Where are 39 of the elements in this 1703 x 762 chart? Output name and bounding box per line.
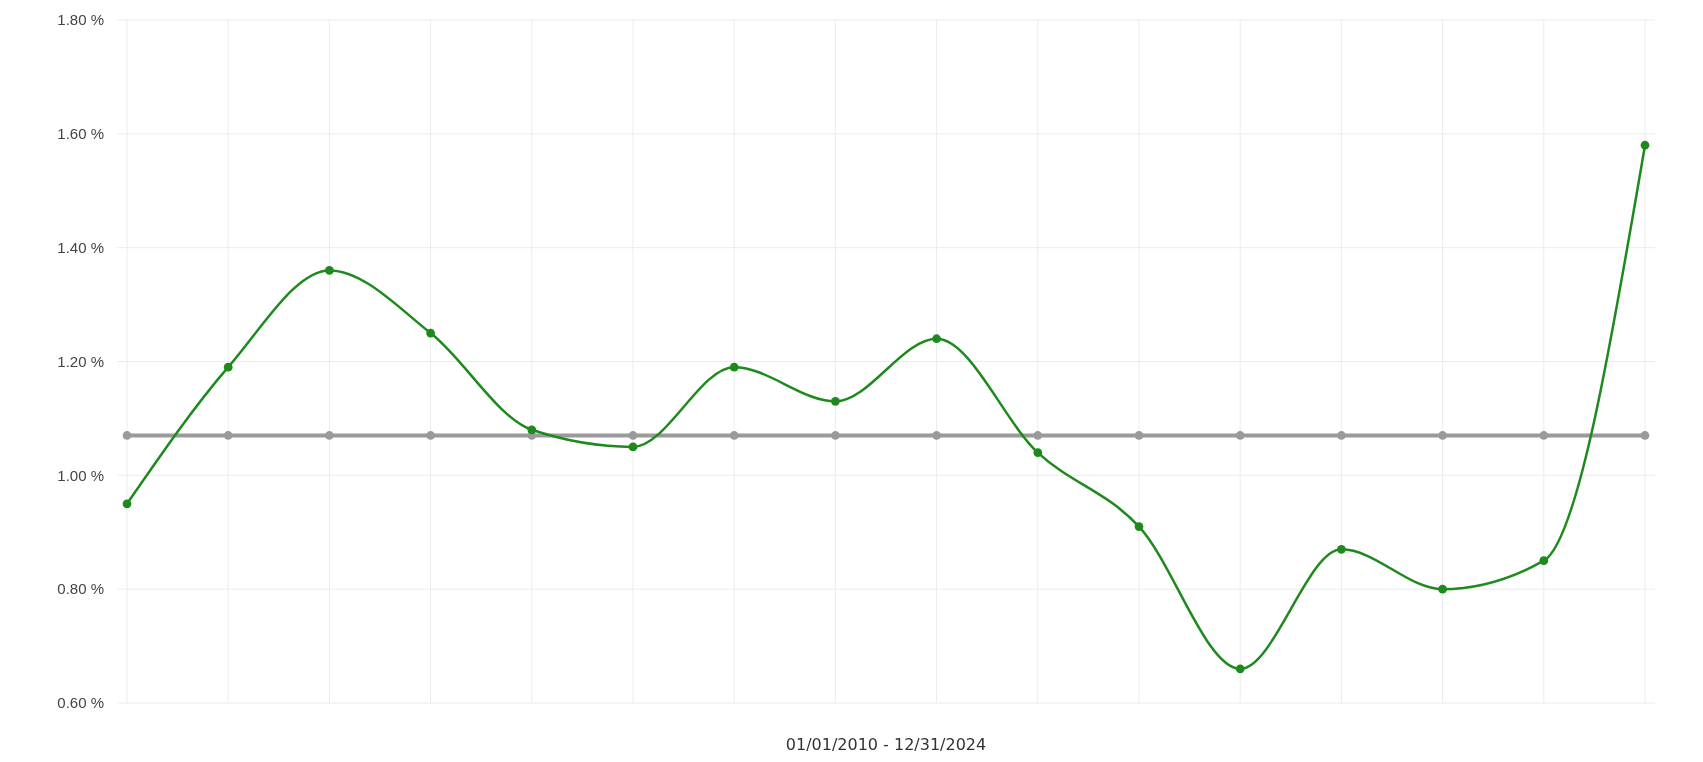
point [1033, 448, 1043, 457]
point [1640, 431, 1650, 440]
y-tick-label: 1.00 % [57, 466, 104, 484]
point [628, 431, 638, 440]
point [729, 362, 739, 372]
point [325, 431, 334, 440]
x-axis-title: 01/01/2010 - 12/31/2024 [785, 735, 987, 754]
point [729, 431, 739, 440]
point [426, 431, 435, 440]
point [223, 362, 233, 372]
y-tick-label: 0.60 % [57, 694, 104, 712]
point [1134, 431, 1144, 440]
point [1438, 431, 1447, 440]
point [325, 266, 334, 275]
y-tick-label: 0.80 % [57, 580, 104, 598]
point [1337, 431, 1346, 440]
point [1539, 556, 1549, 566]
y-tick-label: 1.40 % [57, 238, 104, 256]
point [223, 431, 233, 440]
point [831, 396, 840, 406]
point [1033, 431, 1043, 440]
y-tick-label: 1.60 % [57, 125, 104, 143]
point [122, 499, 132, 509]
point [1438, 584, 1447, 594]
point [1235, 664, 1245, 674]
point [1134, 522, 1144, 531]
point [932, 431, 941, 440]
point [1337, 544, 1346, 554]
point [426, 328, 435, 338]
point [122, 431, 132, 440]
point [932, 334, 941, 344]
point [1640, 140, 1650, 150]
y-tick-label: 1.20 % [57, 352, 104, 370]
point [1539, 431, 1549, 440]
y-tick-label: 1.80 % [57, 11, 104, 29]
point [1235, 431, 1245, 440]
point [628, 442, 638, 452]
point [527, 425, 537, 435]
point [831, 431, 840, 440]
